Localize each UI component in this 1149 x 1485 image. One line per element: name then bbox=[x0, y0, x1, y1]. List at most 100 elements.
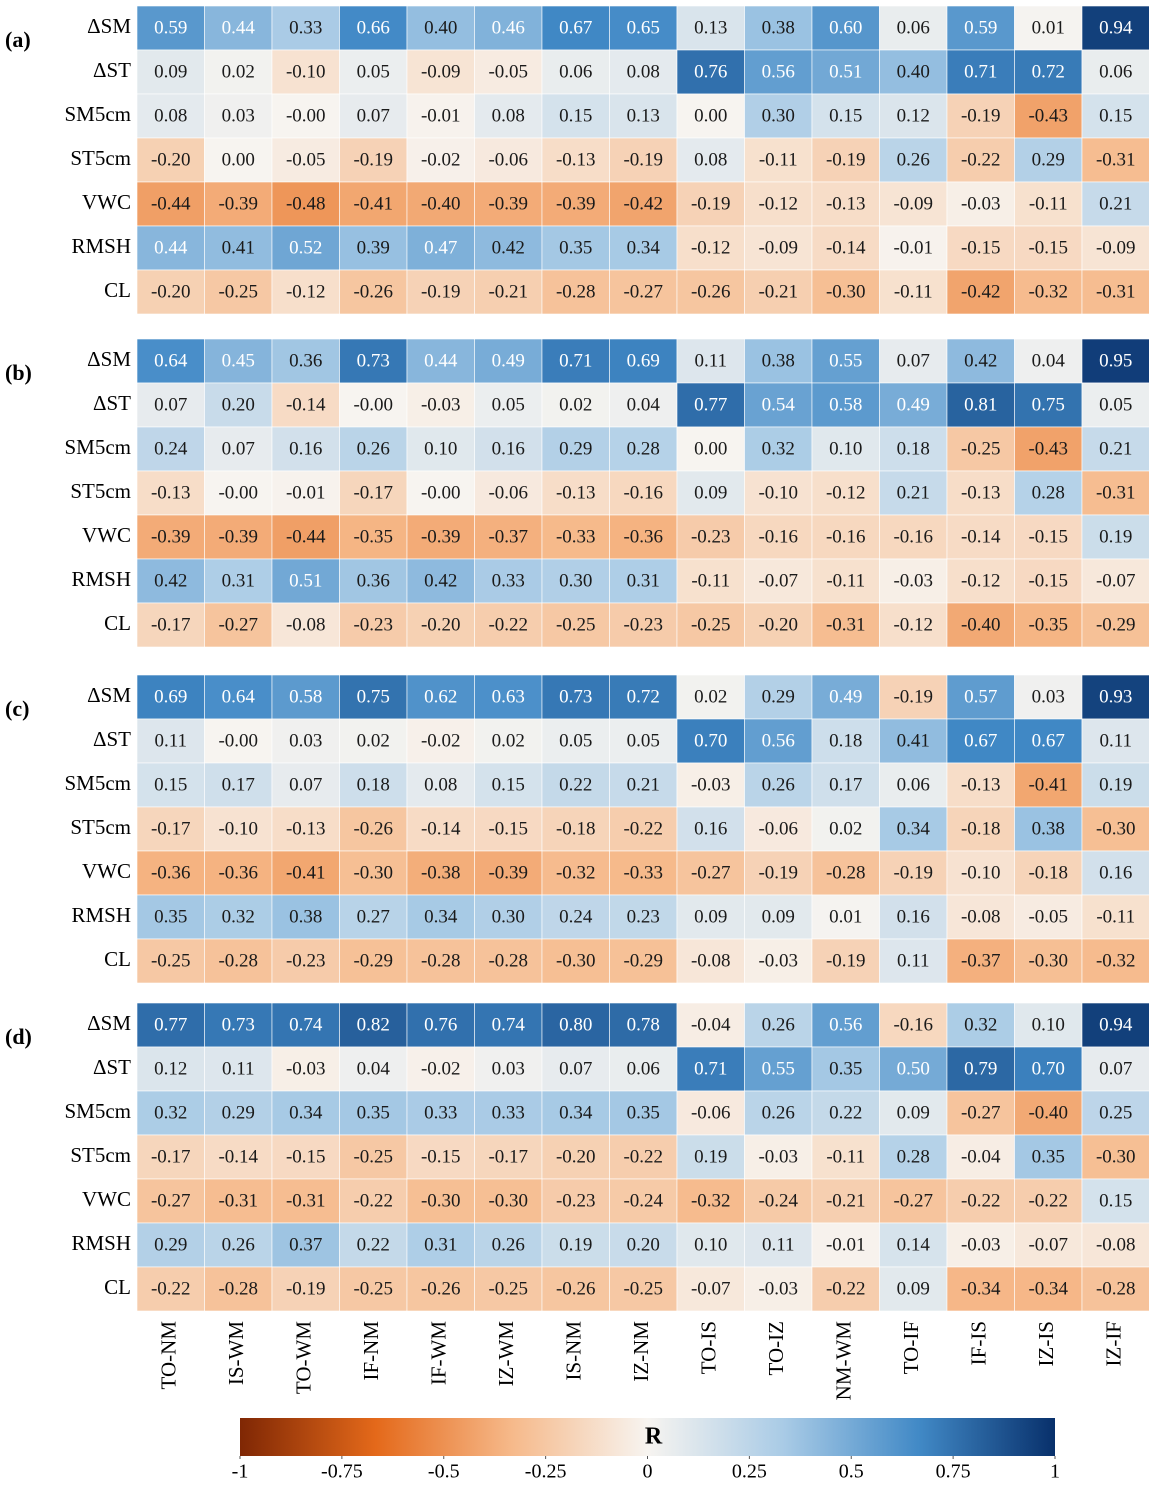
cell-value-label: 0.77 bbox=[694, 394, 727, 415]
heatmap-cell bbox=[946, 1134, 1015, 1180]
cell-value-label: -0.28 bbox=[421, 950, 461, 971]
heatmap-cell bbox=[1081, 470, 1149, 516]
heatmap-cell bbox=[204, 602, 273, 648]
cell-value-label: 0.31 bbox=[627, 570, 660, 591]
heatmap-cell bbox=[609, 181, 678, 227]
cell-value-label: 0.05 bbox=[1099, 394, 1132, 415]
panel-label: (b) bbox=[5, 360, 32, 385]
heatmap-cell bbox=[609, 514, 678, 560]
cell-value-label: -0.19 bbox=[893, 862, 933, 883]
x-category-label: IF-IS bbox=[967, 1321, 991, 1365]
cell-value-label: 0.08 bbox=[154, 105, 187, 126]
row-label: SM5cm bbox=[64, 771, 131, 795]
heatmap-cell bbox=[879, 894, 948, 940]
cell-value-label: 0.78 bbox=[627, 1014, 660, 1035]
cell-value-label: 0.30 bbox=[762, 105, 795, 126]
heatmap-cell bbox=[204, 470, 273, 516]
panel-label: (a) bbox=[5, 27, 31, 52]
cell-value-label: -0.30 bbox=[556, 950, 596, 971]
heatmap-cell bbox=[744, 762, 813, 808]
heatmap-cell bbox=[204, 718, 273, 764]
cell-value-label: -0.12 bbox=[758, 193, 798, 214]
heatmap-cell bbox=[204, 558, 273, 604]
cell-value-label: 0.47 bbox=[424, 237, 457, 258]
cell-value-label: 0.02 bbox=[492, 730, 525, 751]
cell-value-label: 0.06 bbox=[1099, 61, 1132, 82]
cell-value-label: 0.26 bbox=[222, 1234, 255, 1255]
cell-value-label: 0.35 bbox=[1032, 1146, 1065, 1167]
cell-value-label: -0.34 bbox=[961, 1278, 1001, 1299]
cell-value-label: 0.10 bbox=[694, 1234, 727, 1255]
cell-value-label: -0.11 bbox=[691, 570, 730, 591]
cell-value-label: -0.13 bbox=[826, 193, 866, 214]
cell-value-label: -0.29 bbox=[1096, 614, 1136, 635]
heatmap-cell bbox=[879, 1090, 948, 1136]
heatmap-cell bbox=[676, 1046, 745, 1092]
heatmap-cell bbox=[1081, 558, 1149, 604]
cell-value-label: 0.30 bbox=[492, 906, 525, 927]
cell-value-label: -0.28 bbox=[826, 862, 866, 883]
cell-value-label: -0.28 bbox=[218, 1278, 258, 1299]
cell-value-label: 0.01 bbox=[1032, 17, 1065, 38]
heatmap-cell bbox=[474, 181, 543, 227]
cell-value-label: -0.26 bbox=[691, 281, 731, 302]
cell-value-label: -0.21 bbox=[826, 1190, 866, 1211]
cell-value-label: -0.14 bbox=[218, 1146, 258, 1167]
cell-value-label: -0.22 bbox=[488, 614, 528, 635]
heatmap-cell bbox=[811, 718, 880, 764]
heatmap-cell bbox=[609, 1178, 678, 1224]
heatmap-cell bbox=[136, 602, 205, 648]
cell-value-label: -0.28 bbox=[556, 281, 596, 302]
cell-value-label: -0.11 bbox=[759, 149, 798, 170]
cell-value-label: 0.55 bbox=[829, 350, 862, 371]
heatmap-cell bbox=[271, 558, 340, 604]
x-category-label: IF-WM bbox=[427, 1321, 451, 1385]
heatmap-cell bbox=[1014, 558, 1083, 604]
row-label: ST5cm bbox=[70, 479, 131, 503]
cell-value-label: 0.40 bbox=[424, 17, 457, 38]
cell-value-label: 0.65 bbox=[627, 17, 660, 38]
cell-value-label: -0.10 bbox=[286, 61, 326, 82]
cell-value-label: -0.13 bbox=[961, 774, 1001, 795]
heatmap-cell bbox=[744, 894, 813, 940]
heatmap-cell bbox=[811, 470, 880, 516]
cell-value-label: 0.30 bbox=[559, 570, 592, 591]
cell-value-label: -0.37 bbox=[961, 950, 1001, 971]
cell-value-label: -0.24 bbox=[758, 1190, 798, 1211]
heatmap-cell bbox=[136, 225, 205, 271]
heatmap-cell bbox=[609, 338, 678, 384]
cell-value-label: -0.11 bbox=[1096, 906, 1135, 927]
cell-value-label: -0.22 bbox=[623, 1146, 663, 1167]
heatmap-cell bbox=[609, 558, 678, 604]
heatmap-cell bbox=[1014, 382, 1083, 428]
heatmap-cell bbox=[1081, 762, 1149, 808]
heatmap-cell bbox=[1014, 426, 1083, 472]
heatmap-cell bbox=[879, 426, 948, 472]
cell-value-label: -0.03 bbox=[691, 774, 731, 795]
cell-value-label: 0.03 bbox=[222, 105, 255, 126]
cell-value-label: 0.03 bbox=[1032, 686, 1065, 707]
heatmap-cell bbox=[339, 181, 408, 227]
heatmap-cell bbox=[609, 1266, 678, 1312]
heatmap-cell bbox=[541, 269, 610, 315]
cell-value-label: 0.21 bbox=[1099, 193, 1132, 214]
heatmap-cell bbox=[474, 1266, 543, 1312]
heatmap-cell bbox=[1081, 1002, 1149, 1048]
cell-value-label: 0.05 bbox=[357, 61, 390, 82]
cell-value-label: 0.18 bbox=[829, 730, 862, 751]
cell-value-label: 0.26 bbox=[762, 1102, 795, 1123]
heatmap-cell bbox=[879, 1222, 948, 1268]
heatmap-cell bbox=[406, 1002, 475, 1048]
heatmap-cell bbox=[474, 762, 543, 808]
heatmap-cell bbox=[744, 1002, 813, 1048]
cell-value-label: -0.09 bbox=[893, 193, 933, 214]
heatmap-cell bbox=[541, 558, 610, 604]
x-category-label: IZ-IF bbox=[1102, 1321, 1126, 1367]
cell-value-label: -0.19 bbox=[691, 193, 731, 214]
cell-value-label: 0.01 bbox=[829, 906, 862, 927]
heatmap-cell bbox=[271, 602, 340, 648]
cell-value-label: 0.22 bbox=[559, 774, 592, 795]
cell-value-label: 0.28 bbox=[627, 438, 660, 459]
cell-value-label: -0.03 bbox=[758, 1278, 798, 1299]
cell-value-label: 0.11 bbox=[762, 1234, 795, 1255]
